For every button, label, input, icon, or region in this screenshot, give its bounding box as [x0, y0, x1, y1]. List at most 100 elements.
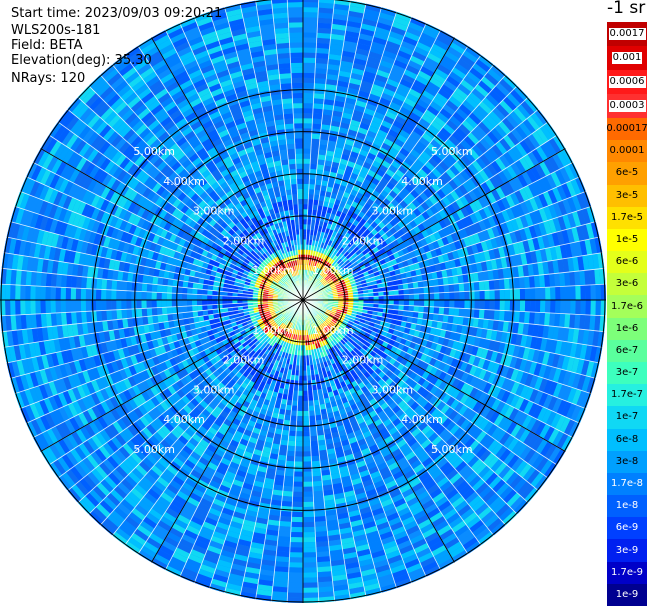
scan-gate-cell: [368, 147, 379, 156]
scan-gate-cell: [494, 124, 508, 138]
scan-gate-cell: [333, 262, 339, 268]
scan-gate-cell: [303, 436, 311, 442]
scan-gate-cell: [287, 582, 303, 588]
scan-gate-cell: [287, 440, 296, 447]
scan-gate-cell: [392, 207, 401, 216]
scan-gate-cell: [326, 74, 339, 81]
scan-gate-cell: [397, 191, 407, 200]
scan-gate-cell: [303, 72, 315, 79]
scan-gate-cell: [398, 45, 414, 56]
scan-gate-cell: [303, 67, 316, 74]
scan-gate-cell: [451, 67, 467, 80]
scan-gate-cell: [357, 236, 364, 243]
scan-gate-cell: [316, 37, 331, 44]
scan-gate-cell: [407, 134, 419, 145]
scan-gate-cell: [345, 253, 352, 260]
scan-gate-cell: [326, 270, 332, 275]
scan-gate-cell: [296, 421, 303, 427]
scan-gate-cell: [437, 314, 444, 323]
scan-gate-cell: [465, 95, 479, 109]
scan-gate-cell: [352, 62, 366, 71]
scan-gate-cell: [506, 165, 518, 179]
scan-gate-cell: [351, 252, 358, 259]
scan-gate-cell: [316, 210, 322, 216]
scan-gate-cell: [323, 255, 329, 261]
scan-gate-cell: [322, 114, 333, 121]
scan-gate-cell: [434, 212, 443, 222]
scan-gate-cell: [504, 289, 511, 300]
scan-gate-cell: [345, 269, 352, 275]
scan-gate-cell: [335, 232, 341, 239]
scan-gate-cell: [523, 136, 536, 152]
scan-gate-cell: [502, 74, 518, 90]
scan-gate-cell: [312, 113, 323, 120]
scan-gate-cell: [324, 196, 331, 203]
scan-gate-cell: [463, 282, 470, 292]
scan-gate-cell: [323, 282, 329, 287]
ray-separator-line: [302, 11, 397, 301]
scan-gate-cell: [460, 154, 472, 167]
scan-gate-cell: [350, 237, 358, 244]
scan-gate-cell: [498, 278, 505, 290]
scan-gate-cell: [421, 220, 430, 230]
scan-gate-cell: [431, 43, 447, 56]
scan-gate-cell: [348, 256, 354, 262]
scan-gate-cell: [341, 50, 356, 58]
scan-gate-cell: [344, 186, 353, 194]
scan-gate-cell: [293, 476, 303, 482]
scan-gate-cell: [303, 47, 317, 53]
scan-gate-cell: [507, 148, 519, 163]
scan-gate-cell: [393, 92, 407, 102]
scan-gate-cell: [337, 189, 345, 197]
scan-gate-cell: [479, 290, 485, 300]
scan-gate-cell: [371, 160, 382, 169]
scan-gate-cell: [439, 127, 452, 139]
scan-gate-cell: [514, 288, 521, 300]
scan-gate-cell: [338, 246, 345, 253]
scan-gate-cell: [313, 199, 319, 206]
scan-gate-cell: [335, 273, 342, 278]
scan-gate-cell: [449, 42, 466, 55]
scan-gate-cell: [374, 185, 384, 194]
scan-gate-cell: [497, 170, 509, 184]
scan-gate-cell: [443, 307, 450, 316]
scan-gate-cell: [346, 198, 354, 206]
scan-gate-cell: [310, 148, 319, 155]
scan-gate-cell: [303, 7, 319, 13]
scan-gate-cell: [325, 150, 335, 157]
scan-gate-cell: [384, 83, 398, 93]
scan-gate-cell: [303, 0, 319, 3]
scan-gate-cell: [374, 74, 389, 84]
scan-gate-cell: [503, 310, 510, 322]
scan-gate-cell: [308, 184, 316, 190]
scan-gate-cell: [499, 300, 505, 311]
scan-gate-cell: [336, 244, 342, 251]
scan-gate-cell: [420, 32, 436, 44]
scan-gate-cell: [279, 521, 292, 527]
scan-gate-cell: [433, 202, 443, 212]
scan-gate-cell: [361, 249, 369, 256]
scan-gate-cell: [439, 59, 455, 72]
scan-gate-cell: [519, 139, 532, 155]
scan-gate-cell: [344, 232, 351, 239]
scan-gate-cell: [388, 295, 394, 300]
scan-gate-cell: [396, 11, 412, 18]
scan-gate-cell: [451, 201, 461, 212]
scan-gate-cell: [323, 273, 328, 279]
scan-gate-cell: [321, 119, 332, 126]
scan-gate-cell: [321, 253, 326, 260]
scan-gate-cell: [303, 491, 314, 497]
scan-gate-cell: [499, 100, 514, 115]
scan-gate-cell: [303, 501, 314, 508]
scan-gate-cell: [318, 149, 327, 156]
scan-gate-cell: [430, 139, 442, 150]
scan-gate-cell: [505, 114, 519, 129]
scan-gate-cell: [291, 400, 298, 406]
scan-gate-cell: [293, 486, 303, 492]
scan-gate-cell: [324, 275, 330, 280]
scan-gate-cell: [516, 104, 531, 119]
scan-gate-cell: [514, 159, 526, 174]
scan-gate-cell: [323, 249, 329, 255]
scan-gate-cell: [445, 99, 459, 112]
scan-gate-cell: [321, 248, 326, 254]
